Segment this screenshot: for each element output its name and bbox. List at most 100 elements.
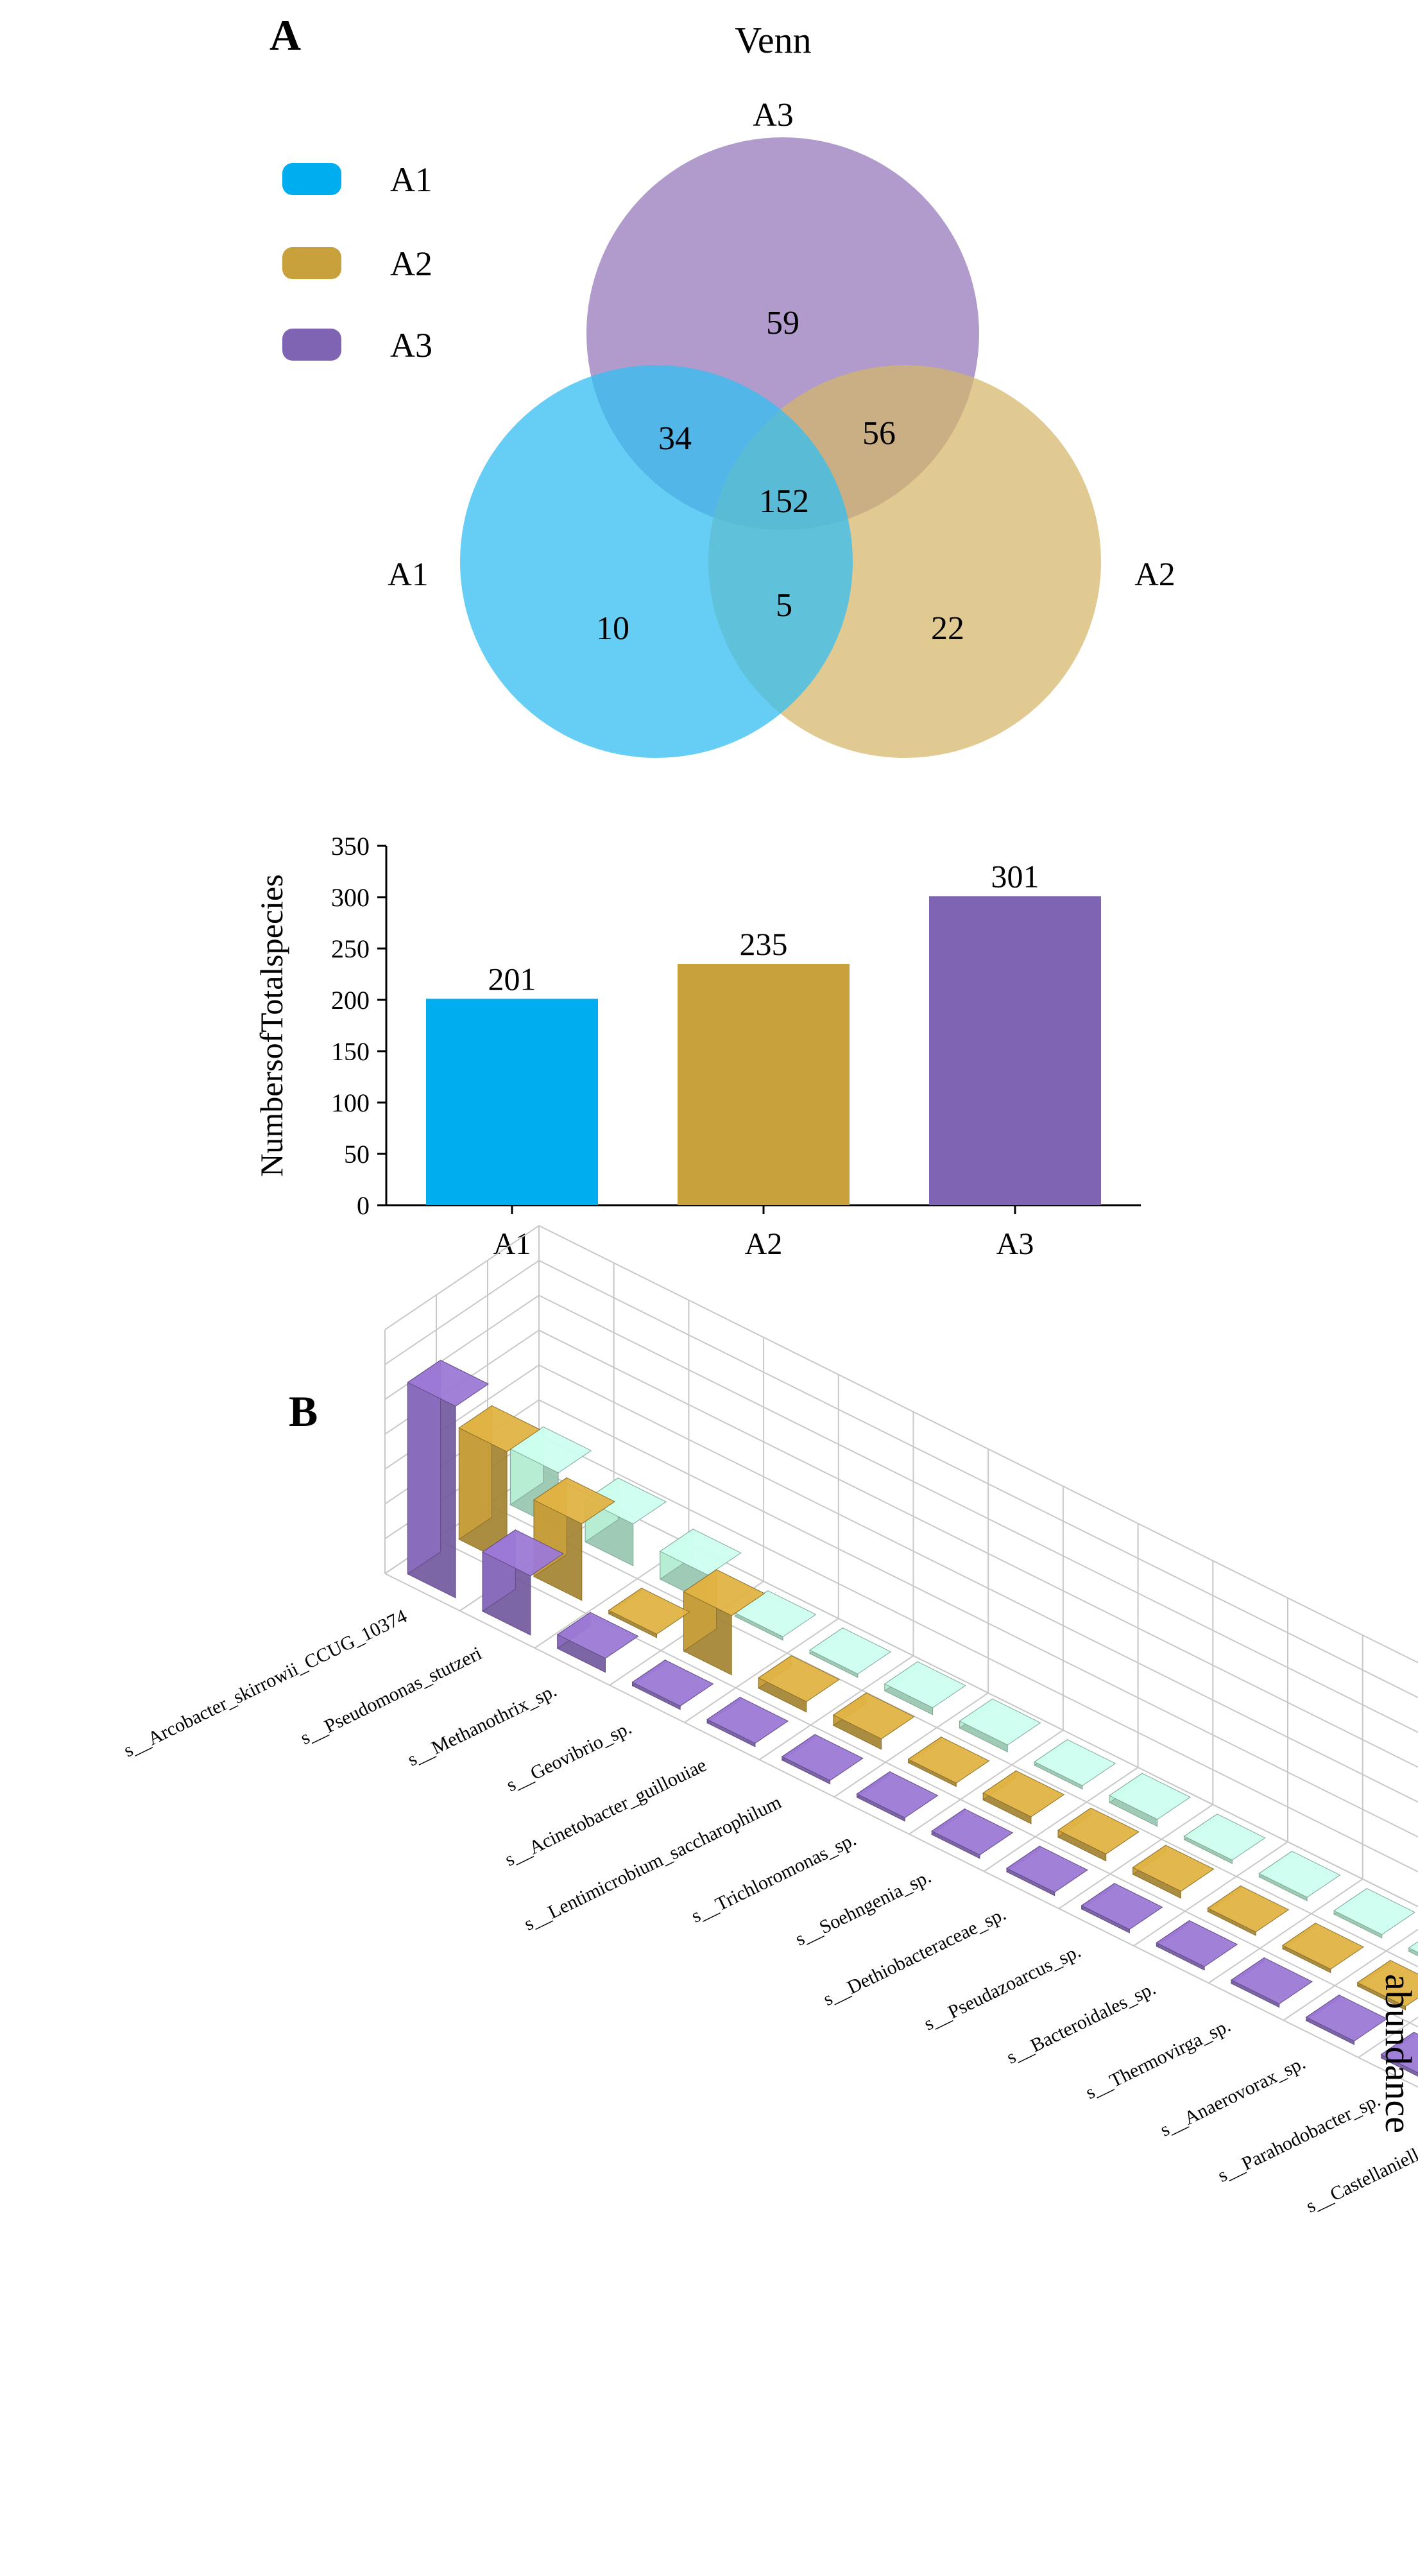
bar-y-tick-label: 200 — [331, 986, 370, 1015]
bar-y-tick-label: 150 — [331, 1037, 370, 1066]
bar3d-a1-11 — [1258, 1850, 1341, 1902]
bar3d-a1-13 — [1408, 1941, 1418, 1957]
legend-label-a2: A2 — [390, 245, 432, 283]
bar3d-a2-11 — [1207, 1885, 1290, 1936]
grid-line — [487, 1504, 1418, 1968]
bar3d-a2-12 — [1282, 1922, 1364, 1973]
grid-line — [538, 1434, 1418, 1873]
grid-line — [1358, 2016, 1418, 2058]
grid-line — [684, 1618, 839, 1723]
bar3d-a2-7 — [907, 1736, 990, 1787]
legend-swatch-a1 — [282, 163, 341, 195]
bar3d-a1-4 — [734, 1590, 817, 1641]
bar-a1 — [426, 999, 598, 1205]
venn-count-a1-a2-a3: 152 — [759, 483, 809, 520]
species-label: s__Anaerovorax_sp. — [1157, 2052, 1309, 2141]
bar3d-a3-1 — [407, 1359, 490, 1599]
venn-count-a1-only: 10 — [596, 610, 629, 647]
venn-count-a1-a2: 5 — [776, 587, 792, 624]
bar3d-a2-9 — [1057, 1807, 1140, 1862]
bar3d-a2-1 — [458, 1405, 541, 1564]
species-label: s__Soehngenia_sp. — [792, 1866, 934, 1950]
bar3d-a3-4 — [631, 1659, 714, 1710]
grid-line — [538, 1260, 1418, 1699]
bar3d-a3-6 — [781, 1733, 864, 1785]
grid-line — [538, 1294, 1418, 1733]
grid-line — [1058, 1804, 1213, 1909]
grid-line — [909, 1730, 1064, 1835]
bar3d-a1-8 — [1034, 1739, 1116, 1790]
bar3d-a3-5 — [706, 1696, 789, 1747]
legend-label-a3: A3 — [390, 326, 432, 365]
bar3d-a3-12 — [1231, 1957, 1313, 2008]
bar3d-a1-9 — [1109, 1773, 1191, 1827]
bar3d-a2-6 — [832, 1692, 915, 1750]
grid-line — [538, 1364, 1418, 1803]
bar3d-a2-13 — [1356, 1959, 1418, 2011]
species-label: s__Pseudazoarcus_sp. — [921, 1941, 1084, 2035]
bar3d-a3-2 — [482, 1529, 564, 1636]
bar3d-a1-10 — [1183, 1813, 1266, 1864]
panel-b-label: B — [289, 1387, 318, 1436]
grid-line — [1283, 1928, 1418, 2021]
bar-y-axis-title: NumbersofTotalspecies — [253, 874, 289, 1176]
bar3d-a1-2 — [585, 1477, 667, 1567]
bar-x-tick-label: A3 — [996, 1227, 1034, 1261]
bar-y-tick-label: 100 — [331, 1088, 370, 1117]
grid-line — [384, 1225, 540, 1330]
grid-line — [1133, 1841, 1288, 1946]
venn-circle-a1 — [460, 365, 853, 758]
bar-y-tick-label: 250 — [331, 934, 370, 963]
grid-line — [984, 1767, 1139, 1872]
venn-count-a2-a3: 56 — [862, 415, 896, 452]
legend-swatch-a2 — [282, 247, 341, 279]
bar-a2 — [678, 964, 850, 1205]
venn-set-label-a2: A2 — [1134, 556, 1175, 593]
legend: A1 A2 A3 — [282, 160, 432, 365]
bar-x-tick-label: A2 — [745, 1227, 783, 1261]
panel-a: A Venn A1 A2 A3 A3 A1 A2 59 34 56 152 10… — [269, 11, 1175, 758]
venn-set-label-a1: A1 — [388, 556, 429, 593]
bar3d-a3-10 — [1081, 1882, 1163, 1934]
grid-line — [384, 1260, 540, 1366]
species-label: s__Methanothrix_sp. — [404, 1680, 560, 1771]
bar3d-a1-5 — [809, 1627, 892, 1678]
venn-count-a2-only: 22 — [931, 610, 964, 647]
bar3d-a1-7 — [959, 1698, 1041, 1753]
venn-count-a1-a3: 34 — [658, 420, 692, 457]
grid-line — [538, 1329, 1418, 1768]
legend-label-a1: A1 — [390, 160, 432, 199]
bar-y-tick-label: 300 — [331, 883, 370, 912]
bar3d-a2-8 — [982, 1770, 1065, 1825]
bar3d-a3-9 — [1006, 1845, 1088, 1896]
grid-line — [538, 1225, 1418, 1663]
bar-value-label: 235 — [740, 926, 788, 962]
species-label: s__Thermovirga_sp. — [1082, 2015, 1234, 2104]
bar3d-a2-5 — [758, 1654, 841, 1713]
species-label: s__Arcobacter_skirrowii_CCUG_10374 — [121, 1606, 411, 1762]
grid-line — [384, 1573, 1418, 2088]
bar3d-a2-3 — [608, 1587, 690, 1638]
species-label: s__Bacteroidales_sp. — [1004, 1978, 1159, 2068]
grid-line — [1208, 1878, 1363, 1984]
venn-set-label-a3: A3 — [753, 97, 794, 133]
venn-count-a3-only: 59 — [766, 305, 799, 341]
species-label: s__Geovibrio_sp. — [503, 1717, 635, 1796]
grid-line — [538, 1399, 1418, 1838]
species-label: s__Castellaniella_sp. — [1303, 2127, 1418, 2217]
bar-value-label: 301 — [991, 858, 1039, 894]
panel-a-label: A — [269, 11, 301, 60]
bar-a3 — [929, 896, 1101, 1205]
bar-value-label: 201 — [488, 961, 536, 997]
bar3d-a2-10 — [1132, 1844, 1215, 1899]
bar-y-tick-label: 50 — [344, 1140, 370, 1169]
venn-title: Venn — [735, 19, 811, 61]
bar-y-tick-label: 0 — [357, 1191, 370, 1220]
legend-swatch-a3 — [282, 329, 341, 361]
abundance-axis-title: abundance — [1378, 1974, 1418, 2133]
species-label: s__Lentimicrobium_saccharophilum — [521, 1792, 785, 1935]
grid-line — [833, 1692, 989, 1798]
grid-line — [758, 1655, 914, 1760]
bar3d-a3-3 — [556, 1611, 639, 1673]
